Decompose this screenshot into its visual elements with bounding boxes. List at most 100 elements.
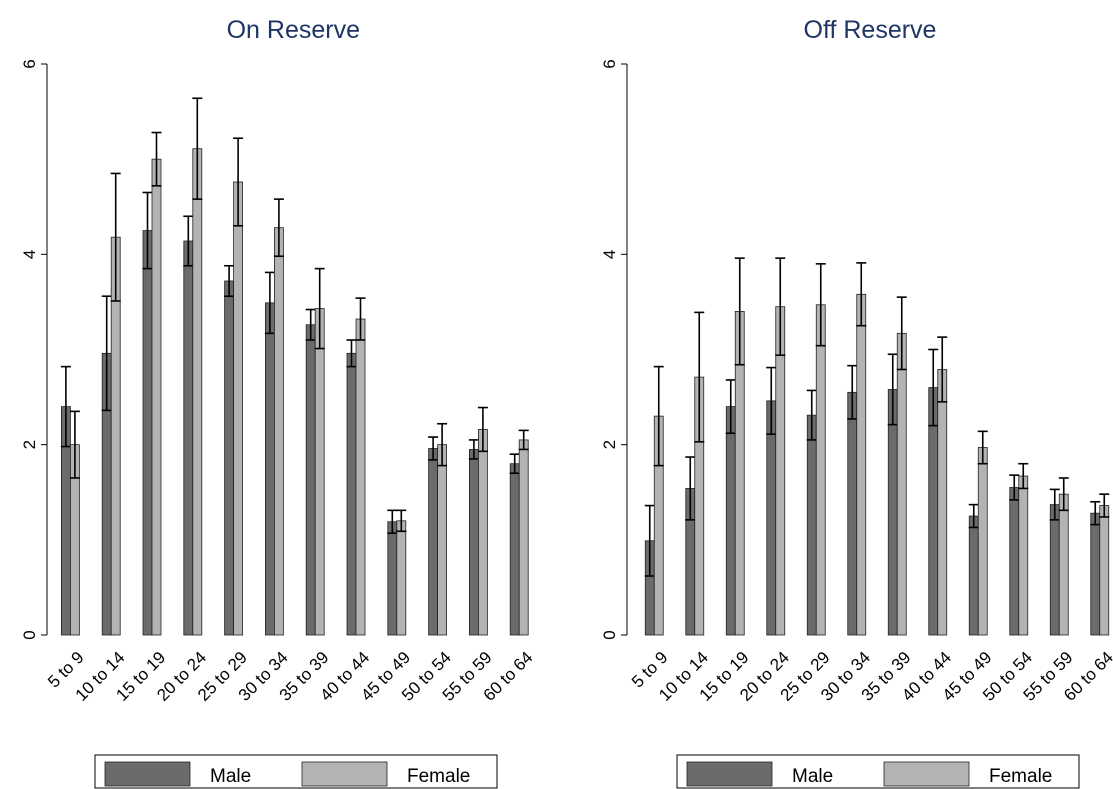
error-bar (887, 353, 898, 426)
bar (396, 520, 407, 636)
bar (968, 515, 979, 636)
error-bar (468, 439, 479, 460)
bar (1018, 475, 1029, 636)
y-tick-label: 0 (600, 630, 619, 639)
error-bar (437, 422, 448, 467)
error-bar (314, 267, 325, 350)
error-bar (518, 429, 529, 451)
error-bar (428, 436, 439, 461)
bar (346, 352, 357, 636)
error-bar (305, 308, 316, 341)
error-bar (60, 365, 71, 448)
y-tick-label: 2 (20, 440, 39, 449)
error-bar (183, 215, 194, 267)
error-bar (685, 456, 696, 521)
error-bar (509, 453, 520, 475)
error-bar (396, 509, 407, 533)
bar (224, 280, 235, 636)
bar (477, 429, 488, 636)
error-bar (346, 339, 357, 368)
bar (468, 449, 479, 636)
y-tick-label: 4 (600, 250, 619, 259)
bar (151, 158, 162, 636)
chart-title: Off Reserve (804, 16, 937, 44)
bar (896, 332, 907, 636)
legend-label: Female (989, 766, 1052, 787)
error-bar (1009, 474, 1020, 501)
error-bar (775, 257, 786, 357)
error-bar (1018, 462, 1029, 490)
error-bar (968, 503, 979, 529)
error-bar (233, 137, 244, 227)
bar (305, 324, 316, 636)
bar (847, 391, 858, 636)
bar (1009, 487, 1020, 636)
error-bar (766, 366, 777, 435)
error-bar (653, 365, 664, 467)
bar (192, 148, 203, 636)
y-tick-label: 6 (600, 59, 619, 68)
error-bar (896, 296, 907, 371)
bar (233, 181, 244, 636)
bar (806, 414, 817, 636)
bar (937, 369, 948, 636)
bar (509, 463, 520, 636)
error-bar (937, 336, 948, 403)
error-bar (815, 263, 826, 347)
chart-title: On Reserve (227, 16, 360, 44)
bar (856, 293, 867, 636)
y-tick-label: 2 (600, 440, 619, 449)
bar (725, 406, 736, 636)
error-bar (847, 364, 858, 420)
bar (428, 448, 439, 636)
bar (273, 227, 284, 636)
error-bar (1099, 493, 1110, 518)
error-bar (725, 379, 736, 435)
error-bar (142, 191, 153, 270)
error-bar (734, 257, 745, 366)
bar (887, 389, 898, 636)
bar (1049, 504, 1060, 636)
error-bar (856, 262, 867, 327)
error-bar (1049, 488, 1060, 521)
error-bar (192, 97, 203, 200)
bar (314, 308, 325, 636)
bar (387, 521, 398, 636)
error-bar (69, 410, 80, 479)
bar (977, 447, 988, 636)
error-bar (151, 131, 162, 187)
legend-label: Female (407, 766, 470, 787)
bar (437, 444, 448, 636)
y-tick-label: 4 (20, 250, 39, 259)
bar (1099, 505, 1110, 636)
bar (815, 304, 826, 636)
legend-label: Male (210, 766, 251, 787)
error-bar (694, 311, 705, 443)
error-bar (101, 295, 112, 412)
bar (142, 230, 153, 636)
error-bar (477, 406, 488, 453)
bar (766, 400, 777, 636)
legend-swatch (301, 761, 388, 787)
error-bar (806, 389, 817, 441)
y-tick-label: 6 (20, 59, 39, 68)
legend-swatch (883, 761, 970, 787)
error-bar (1058, 477, 1069, 512)
error-bar (644, 504, 655, 577)
bar (518, 439, 529, 636)
y-tick-label: 0 (20, 630, 39, 639)
legend-label: Male (792, 766, 833, 787)
error-bar (355, 297, 366, 341)
error-bar (1090, 500, 1101, 526)
error-bar (928, 348, 939, 427)
bar (355, 318, 366, 636)
error-bar (273, 198, 284, 258)
error-bar (224, 264, 235, 298)
error-bar (387, 509, 398, 534)
error-bar (110, 172, 121, 302)
bar (264, 302, 275, 636)
error-bar (977, 430, 988, 465)
legend-swatch (104, 761, 191, 787)
bar (183, 240, 194, 636)
